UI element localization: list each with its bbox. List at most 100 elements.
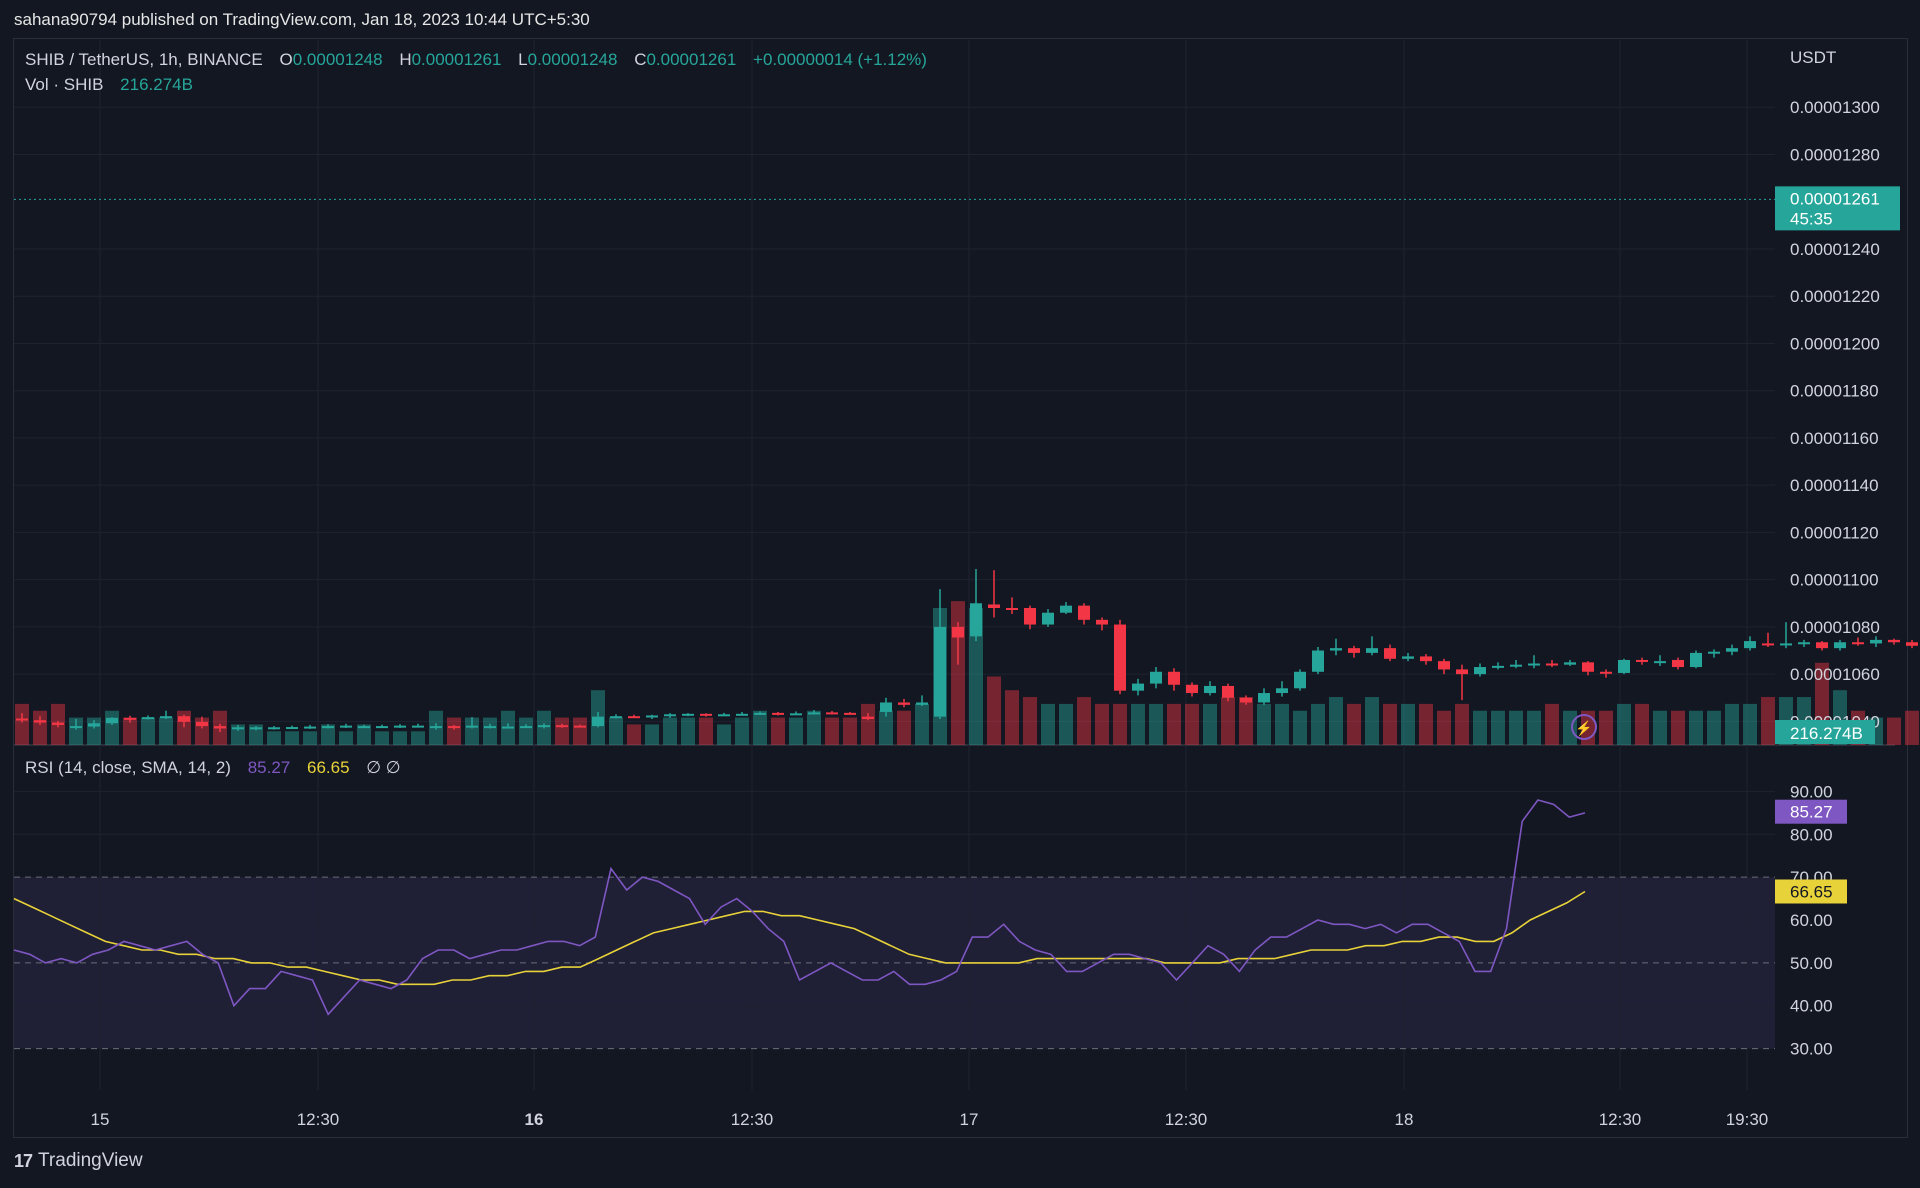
volume-bar bbox=[411, 731, 425, 745]
volume-bar bbox=[573, 717, 587, 745]
candle-body bbox=[1078, 605, 1090, 620]
change-value: +0.00000014 (+1.12%) bbox=[753, 50, 927, 69]
candle-body bbox=[592, 716, 604, 727]
candle-body bbox=[232, 727, 244, 730]
price-tick-label: 0.00001140 bbox=[1790, 476, 1879, 495]
volume-badge-value: 216.274B bbox=[1790, 724, 1863, 743]
candle-body bbox=[844, 712, 856, 715]
volume-bar bbox=[231, 724, 245, 745]
volume-bar bbox=[1545, 703, 1559, 745]
last-price-value: 0.00001261 bbox=[1790, 189, 1880, 208]
volume-bar bbox=[339, 731, 353, 745]
high-value: 0.00001261 bbox=[411, 50, 502, 69]
candle-body bbox=[1024, 608, 1036, 625]
candle-body bbox=[1690, 652, 1702, 668]
price-tick-label: 0.00001280 bbox=[1790, 145, 1880, 164]
candle-body bbox=[1312, 650, 1324, 672]
price-tick-label: 0.00001100 bbox=[1790, 571, 1879, 590]
candle-body bbox=[1132, 683, 1144, 691]
open-value: 0.00001248 bbox=[292, 50, 383, 69]
candle-body bbox=[34, 720, 46, 723]
volume-bar bbox=[1329, 697, 1343, 745]
candle-body bbox=[1240, 697, 1252, 703]
candle-body bbox=[286, 727, 298, 730]
price-tick-label: 0.00001180 bbox=[1790, 382, 1879, 401]
candle-body bbox=[1114, 624, 1126, 691]
volume-bar bbox=[159, 717, 173, 745]
candle-body bbox=[178, 716, 190, 722]
rsi-tick-label: 60.00 bbox=[1790, 911, 1833, 930]
candle-body bbox=[664, 714, 676, 717]
volume-bar bbox=[33, 710, 47, 745]
candle-body bbox=[394, 725, 406, 728]
candle-body bbox=[556, 725, 568, 728]
time-tick-label: 15 bbox=[91, 1110, 110, 1129]
candle-body bbox=[1150, 671, 1162, 684]
candle-body bbox=[466, 725, 478, 728]
candle-body bbox=[1420, 656, 1432, 662]
volume-bar bbox=[267, 731, 281, 745]
candle-body bbox=[250, 727, 262, 730]
candle-body bbox=[1060, 605, 1072, 613]
sma-value: 66.65 bbox=[306, 758, 350, 777]
candle-body bbox=[1384, 648, 1396, 659]
rsi-legend: RSI (14, close, SMA, 14, 2) 85.27 66.65 … bbox=[25, 758, 405, 778]
published-caption: sahana90794 published on TradingView.com… bbox=[14, 10, 590, 29]
symbol-label[interactable]: SHIB / TetherUS, 1h, BINANCE bbox=[25, 50, 263, 69]
candle-body bbox=[304, 726, 316, 729]
rsi-label[interactable]: RSI (14, close, SMA, 14, 2) bbox=[25, 758, 231, 777]
candle-body bbox=[1654, 661, 1666, 664]
open-label: O bbox=[279, 50, 293, 69]
candle-body bbox=[1870, 639, 1882, 644]
volume-bar bbox=[735, 717, 749, 745]
candle-body bbox=[1636, 659, 1648, 662]
time-tick-label: 19:30 bbox=[1726, 1110, 1769, 1129]
candle-body bbox=[772, 712, 784, 715]
currency-label: USDT bbox=[1790, 48, 1836, 67]
volume-bar bbox=[1887, 717, 1901, 745]
candle-body bbox=[1294, 671, 1306, 689]
volume-bar bbox=[1455, 703, 1469, 745]
candle-body bbox=[520, 726, 532, 729]
volume-bar bbox=[105, 710, 119, 745]
volume-bar bbox=[1293, 710, 1307, 745]
price-tick-label: 0.00001220 bbox=[1790, 287, 1880, 306]
candle-body bbox=[862, 716, 874, 720]
volume-bar bbox=[1167, 703, 1181, 745]
volume-bar bbox=[717, 724, 731, 745]
candle-body bbox=[214, 726, 226, 729]
candle-body bbox=[1204, 685, 1216, 694]
price-tick-label: 0.00001240 bbox=[1790, 240, 1880, 259]
volume-bar bbox=[1113, 703, 1127, 745]
volume-bar bbox=[1311, 703, 1325, 745]
candle-body bbox=[142, 717, 154, 720]
countdown-value: 45:35 bbox=[1790, 209, 1833, 228]
candle-body bbox=[574, 725, 586, 728]
volume-bar bbox=[987, 676, 1001, 745]
tradingview-logo-icon: 17 bbox=[14, 1150, 33, 1171]
candle-body bbox=[970, 603, 982, 637]
candle-body bbox=[1816, 642, 1828, 649]
volume-bar bbox=[645, 724, 659, 745]
volume-bar bbox=[1077, 697, 1091, 745]
na-icons: ∅ ∅ bbox=[366, 758, 401, 777]
candle-body bbox=[1888, 639, 1900, 643]
candle-body bbox=[1330, 648, 1342, 651]
candle-body bbox=[628, 716, 640, 719]
volume-bar bbox=[123, 717, 137, 745]
volume-bar bbox=[69, 717, 83, 745]
volume-bar bbox=[807, 710, 821, 745]
time-tick-label: 12:30 bbox=[1165, 1110, 1208, 1129]
candle-body bbox=[358, 726, 370, 729]
volume-bar bbox=[1023, 697, 1037, 745]
candle-body bbox=[718, 714, 730, 717]
close-value: 0.00001261 bbox=[646, 50, 737, 69]
brand-name[interactable]: TradingView bbox=[38, 1150, 143, 1171]
volume-label[interactable]: Vol · SHIB bbox=[25, 75, 104, 94]
candle-body bbox=[1276, 688, 1288, 694]
volume-bar bbox=[1239, 697, 1253, 745]
time-tick-label: 18 bbox=[1395, 1110, 1414, 1129]
volume-bar bbox=[663, 717, 677, 745]
volume-bar bbox=[321, 724, 335, 745]
